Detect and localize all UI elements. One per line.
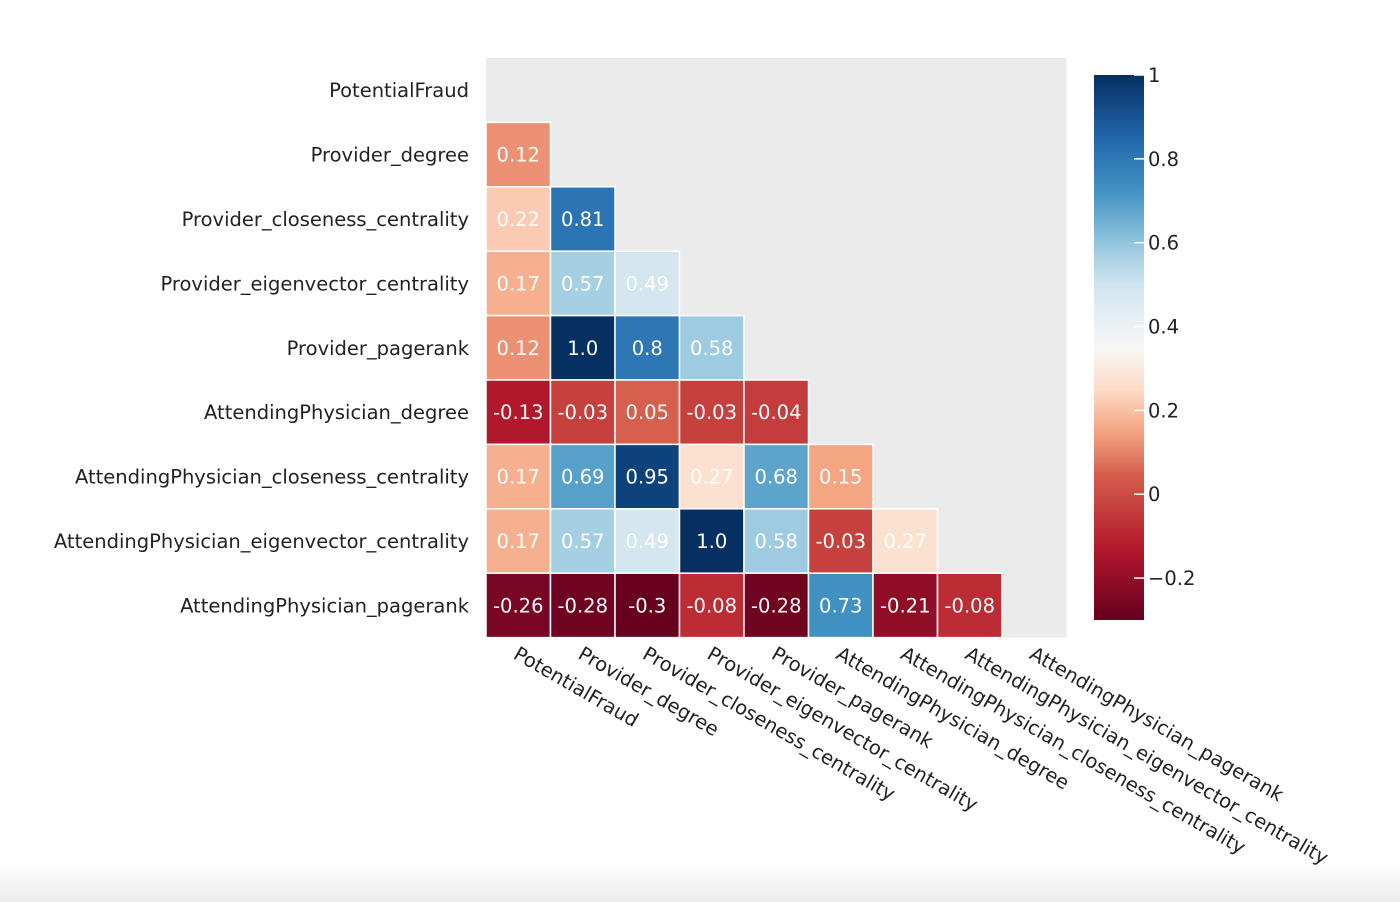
cell-value-label: 0.17 — [497, 530, 540, 553]
cell-value-label: 0.05 — [626, 401, 669, 424]
cell-value-label: 0.17 — [497, 466, 540, 489]
y-tick-label: AttendingPhysician_closeness_centrality — [75, 466, 469, 489]
colorbar-tick-label: 0.8 — [1148, 148, 1179, 171]
cell-value-label: 0.12 — [497, 337, 540, 360]
cell-value-label: -0.28 — [751, 594, 801, 617]
heatmap-cell — [485, 443, 552, 510]
heatmap-cell — [743, 508, 810, 574]
heatmap-cell — [678, 314, 745, 381]
y-tick-label: PotentialFraud — [329, 79, 469, 102]
x-axis-tick-labels: PotentialFraudProvider_degreeProvider_cl… — [510, 642, 1332, 869]
cell-value-label: -0.08 — [945, 594, 995, 617]
heatmap-cell — [743, 572, 810, 639]
cell-value-label: 0.81 — [561, 208, 604, 231]
cell-value-label: -0.04 — [751, 401, 801, 424]
colorbar-gradient — [1094, 75, 1144, 620]
cell-value-label: 0.15 — [819, 466, 862, 489]
heatmap-cell — [549, 443, 616, 510]
cell-value-label: 0.49 — [626, 272, 669, 295]
cell-value-label: -0.21 — [880, 594, 930, 617]
heatmap-cell — [614, 379, 681, 446]
cell-value-label: -0.03 — [687, 401, 737, 424]
heatmap-cell — [678, 443, 745, 510]
cell-value-label: -0.3 — [628, 594, 666, 617]
y-tick-label: Provider_closeness_centrality — [182, 208, 469, 231]
heatmap-cell — [872, 572, 939, 639]
heatmap-cell — [485, 508, 552, 574]
heatmap-cell — [549, 314, 616, 381]
cell-value-label: -0.03 — [816, 530, 866, 553]
heatmap-cell — [743, 379, 810, 446]
heatmap-cell — [614, 572, 681, 639]
cell-value-label: 0.58 — [755, 530, 798, 553]
heatmap-cell — [549, 186, 616, 252]
heatmap-cells — [485, 121, 1003, 639]
heatmap-cell — [485, 572, 552, 639]
heatmap-cell — [549, 572, 616, 639]
cell-value-label: 0.49 — [626, 530, 669, 553]
cell-value-label: 0.27 — [884, 530, 927, 553]
cell-value-label: 0.12 — [497, 144, 540, 167]
y-tick-label: Provider_pagerank — [287, 337, 470, 360]
cell-value-label: 0.69 — [561, 466, 604, 489]
cell-value-label: 0.27 — [690, 466, 733, 489]
cell-value-label: -0.28 — [558, 594, 608, 617]
y-tick-label: AttendingPhysician_eigenvector_centralit… — [54, 530, 469, 553]
colorbar-tick-label: 1 — [1148, 64, 1160, 87]
y-tick-label: AttendingPhysician_pagerank — [180, 594, 470, 617]
cell-value-label: 0.68 — [755, 466, 798, 489]
colorbar-tick-label: 0 — [1148, 483, 1160, 506]
heatmap-cell — [614, 443, 681, 510]
cell-value-label: 0.22 — [497, 208, 540, 231]
colorbar: 1 0.8 0.6 0.4 0.2 0 −0.2 — [1094, 64, 1195, 620]
bottom-shade — [0, 862, 1400, 902]
colorbar-tick-label: −0.2 — [1148, 567, 1195, 590]
y-tick-label: AttendingPhysician_degree — [204, 401, 469, 424]
heatmap-cell — [678, 508, 745, 574]
cell-value-label: -0.26 — [493, 594, 543, 617]
cell-value-label: 0.17 — [497, 272, 540, 295]
cell-value-label: 0.58 — [690, 337, 733, 360]
y-tick-label: Provider_degree — [311, 144, 469, 167]
heatmap-cell — [872, 508, 939, 574]
heatmap-cell — [936, 572, 1003, 639]
heatmap-cell — [614, 508, 681, 574]
cell-value-label: -0.03 — [558, 401, 608, 424]
colorbar-tick-label: 0.2 — [1148, 399, 1179, 422]
y-tick-label: Provider_eigenvector_centrality — [161, 272, 470, 295]
cell-value-label: -0.13 — [493, 401, 543, 424]
heatmap-cell — [678, 379, 745, 446]
cell-value-label: 1.0 — [567, 337, 598, 360]
heatmap-cell — [807, 443, 874, 510]
cell-value-label: 0.57 — [561, 530, 604, 553]
cell-value-label: 0.73 — [819, 594, 862, 617]
cell-value-label: -0.08 — [687, 594, 737, 617]
heatmap-cell-labels: 0.12 0.22 0.81 0.17 0.57 0.49 0.12 1.0 0.8 0.58 -0… — [493, 144, 995, 618]
heatmap-cell — [614, 314, 681, 381]
heatmap-cell — [485, 121, 552, 188]
heatmap-cell — [549, 379, 616, 446]
heatmap-cell — [485, 186, 552, 252]
cell-value-label: 0.57 — [561, 272, 604, 295]
cell-value-label: 0.95 — [626, 466, 669, 489]
heatmap-cell — [549, 508, 616, 574]
colorbar-tick-label: 0.6 — [1148, 232, 1179, 255]
colorbar-tick-label: 0.4 — [1148, 316, 1179, 339]
cell-value-label: 1.0 — [696, 530, 727, 553]
y-axis-tick-labels: PotentialFraud Provider_degree Provider_cl… — [54, 79, 470, 617]
cell-value-label: 0.8 — [632, 337, 663, 360]
